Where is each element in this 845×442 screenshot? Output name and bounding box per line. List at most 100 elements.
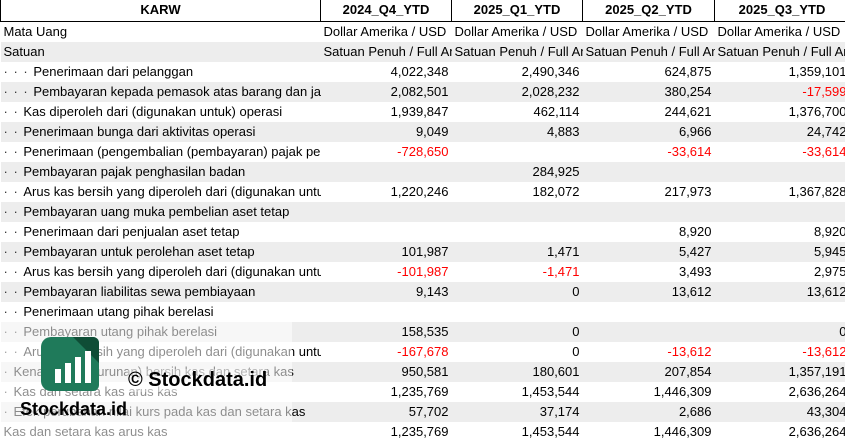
value-cell[interactable]: 1,359,101 [715, 62, 845, 82]
row-label[interactable]: · · Kas diperoleh dari (digunakan untuk)… [1, 102, 321, 122]
header-period[interactable]: 2024_Q4_YTD [321, 0, 452, 21]
value-cell[interactable]: 1,453,544 [452, 382, 583, 402]
value-cell[interactable] [321, 162, 452, 182]
row-label[interactable]: · · Pembayaran untuk perolehan aset teta… [1, 242, 321, 262]
value-cell[interactable]: 5,945 [715, 242, 845, 262]
value-cell[interactable]: -33,614 [715, 142, 845, 162]
value-cell[interactable]: 57,702 [321, 402, 452, 422]
value-cell[interactable] [583, 202, 715, 222]
value-cell[interactable]: Dollar Amerika / USD [583, 21, 715, 42]
value-cell[interactable]: 1,357,191 [715, 362, 845, 382]
value-cell[interactable]: 1,367,828 [715, 182, 845, 202]
header-period[interactable]: 2025_Q1_YTD [452, 0, 583, 21]
value-cell[interactable]: 4,022,348 [321, 62, 452, 82]
value-cell[interactable]: 1,939,847 [321, 102, 452, 122]
row-label[interactable]: · · · Pembayaran kepada pemasok atas bar… [1, 82, 321, 102]
value-cell[interactable]: 0 [452, 322, 583, 342]
value-cell[interactable]: 1,235,769 [321, 422, 452, 442]
value-cell[interactable]: 0 [715, 322, 845, 342]
value-cell[interactable]: Satuan Penuh / Full Amount [321, 42, 452, 62]
value-cell[interactable]: -17,599 [715, 82, 845, 102]
value-cell[interactable] [715, 302, 845, 322]
value-cell[interactable] [583, 322, 715, 342]
value-cell[interactable]: 182,072 [452, 182, 583, 202]
value-cell[interactable]: 1,453,544 [452, 422, 583, 442]
value-cell[interactable] [715, 162, 845, 182]
row-label[interactable]: Mata Uang [1, 21, 321, 42]
value-cell[interactable] [321, 202, 452, 222]
value-cell[interactable]: 43,304 [715, 402, 845, 422]
value-cell[interactable]: 2,490,346 [452, 62, 583, 82]
value-cell[interactable]: 0 [452, 282, 583, 302]
header-period[interactable]: 2025_Q2_YTD [583, 0, 715, 21]
value-cell[interactable]: 5,427 [583, 242, 715, 262]
value-cell[interactable]: 8,920 [583, 222, 715, 242]
value-cell[interactable] [452, 222, 583, 242]
value-cell[interactable]: 158,535 [321, 322, 452, 342]
value-cell[interactable]: 2,636,264 [715, 422, 845, 442]
value-cell[interactable]: 2,686 [583, 402, 715, 422]
value-cell[interactable]: 101,987 [321, 242, 452, 262]
value-cell[interactable]: 180,601 [452, 362, 583, 382]
row-label[interactable]: · · Penerimaan dari penjualan aset tetap [1, 222, 321, 242]
value-cell[interactable]: 2,975 [715, 262, 845, 282]
row-label[interactable]: · · Pembayaran liabilitas sewa pembiayaa… [1, 282, 321, 302]
row-label[interactable]: · · Pembayaran pajak penghasilan badan [1, 162, 321, 182]
value-cell[interactable]: 9,143 [321, 282, 452, 302]
value-cell[interactable]: 1,446,309 [583, 382, 715, 402]
value-cell[interactable] [583, 302, 715, 322]
value-cell[interactable]: -728,650 [321, 142, 452, 162]
value-cell[interactable]: 1,446,309 [583, 422, 715, 442]
value-cell[interactable]: 9,049 [321, 122, 452, 142]
row-label[interactable]: · · Arus kas bersih yang diperoleh dari … [1, 182, 321, 202]
value-cell[interactable]: 1,471 [452, 242, 583, 262]
row-label[interactable]: · · Penerimaan (pengembalian (pembayaran… [1, 142, 321, 162]
value-cell[interactable] [452, 202, 583, 222]
value-cell[interactable]: 2,028,232 [452, 82, 583, 102]
value-cell[interactable]: 380,254 [583, 82, 715, 102]
value-cell[interactable]: 950,581 [321, 362, 452, 382]
value-cell[interactable] [715, 202, 845, 222]
value-cell[interactable]: -167,678 [321, 342, 452, 362]
value-cell[interactable]: Dollar Amerika / USD [452, 21, 583, 42]
value-cell[interactable] [452, 142, 583, 162]
value-cell[interactable]: Satuan Penuh / Full Amount [452, 42, 583, 62]
value-cell[interactable]: 462,114 [452, 102, 583, 122]
value-cell[interactable]: 24,742 [715, 122, 845, 142]
value-cell[interactable]: 1,376,700 [715, 102, 845, 122]
value-cell[interactable]: Satuan Penuh / Full Amount [715, 42, 845, 62]
value-cell[interactable]: 13,612 [715, 282, 845, 302]
value-cell[interactable]: -13,612 [583, 342, 715, 362]
row-label[interactable]: Satuan [1, 42, 321, 62]
value-cell[interactable]: 0 [452, 342, 583, 362]
value-cell[interactable]: Dollar Amerika / USD [321, 21, 452, 42]
value-cell[interactable]: 6,966 [583, 122, 715, 142]
value-cell[interactable]: 1,235,769 [321, 382, 452, 402]
value-cell[interactable]: 8,920 [715, 222, 845, 242]
value-cell[interactable]: -13,612 [715, 342, 845, 362]
value-cell[interactable]: -1,471 [452, 262, 583, 282]
value-cell[interactable]: Satuan Penuh / Full Amount [583, 42, 715, 62]
value-cell[interactable] [321, 302, 452, 322]
value-cell[interactable]: -101,987 [321, 262, 452, 282]
row-label[interactable]: · · Penerimaan utang pihak berelasi [1, 302, 321, 322]
value-cell[interactable] [583, 162, 715, 182]
value-cell[interactable]: 37,174 [452, 402, 583, 422]
value-cell[interactable]: Dollar Amerika / USD [715, 21, 845, 42]
value-cell[interactable]: 3,493 [583, 262, 715, 282]
value-cell[interactable]: 13,612 [583, 282, 715, 302]
value-cell[interactable]: 624,875 [583, 62, 715, 82]
row-label[interactable]: · · Penerimaan bunga dari aktivitas oper… [1, 122, 321, 142]
row-label[interactable]: · · · Penerimaan dari pelanggan [1, 62, 321, 82]
value-cell[interactable] [321, 222, 452, 242]
row-label[interactable]: · · Arus kas bersih yang diperoleh dari … [1, 262, 321, 282]
value-cell[interactable]: 284,925 [452, 162, 583, 182]
row-label[interactable]: · · Pembayaran uang muka pembelian aset … [1, 202, 321, 222]
value-cell[interactable]: 244,621 [583, 102, 715, 122]
value-cell[interactable]: 2,636,264 [715, 382, 845, 402]
value-cell[interactable]: 207,854 [583, 362, 715, 382]
value-cell[interactable]: 1,220,246 [321, 182, 452, 202]
value-cell[interactable]: -33,614 [583, 142, 715, 162]
value-cell[interactable]: 4,883 [452, 122, 583, 142]
value-cell[interactable] [452, 302, 583, 322]
